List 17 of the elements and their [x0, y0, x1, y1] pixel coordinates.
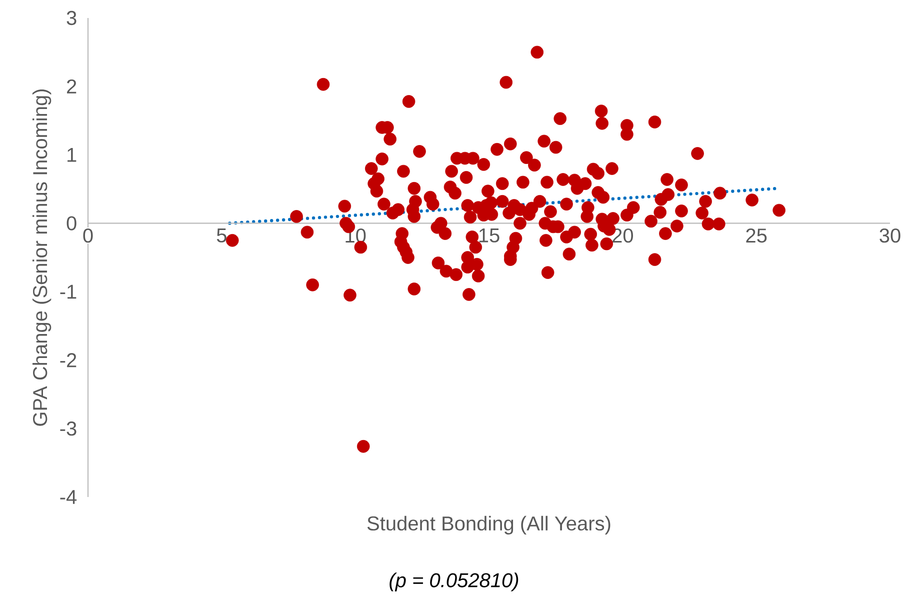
y-tick-label: 2: [67, 79, 76, 94]
y-tick-label: 1: [68, 148, 76, 162]
y-tick-label: 3: [66, 10, 76, 26]
y-tick-label: -1: [60, 284, 76, 299]
y-tick-label: -3: [60, 422, 76, 436]
x-axis-title: Student Bonding (All Years): [367, 516, 610, 535]
y-tick-label: -4: [60, 490, 77, 504]
y-axis-title: GPA Change (Senior minus Incoming): [32, 89, 52, 426]
x-tick-label: 25: [746, 228, 767, 243]
text: (p = 0.052810): [390, 572, 518, 592]
x-tick-label: 20: [612, 228, 634, 243]
y-tick-label: 0: [66, 216, 76, 230]
x-tick-label: 30: [880, 228, 900, 243]
x-tick-label: 5: [216, 228, 226, 242]
x-tick-label: 15: [479, 228, 500, 242]
x-tick-label: 0: [83, 228, 93, 243]
y-tick-label: -2: [60, 353, 76, 368]
